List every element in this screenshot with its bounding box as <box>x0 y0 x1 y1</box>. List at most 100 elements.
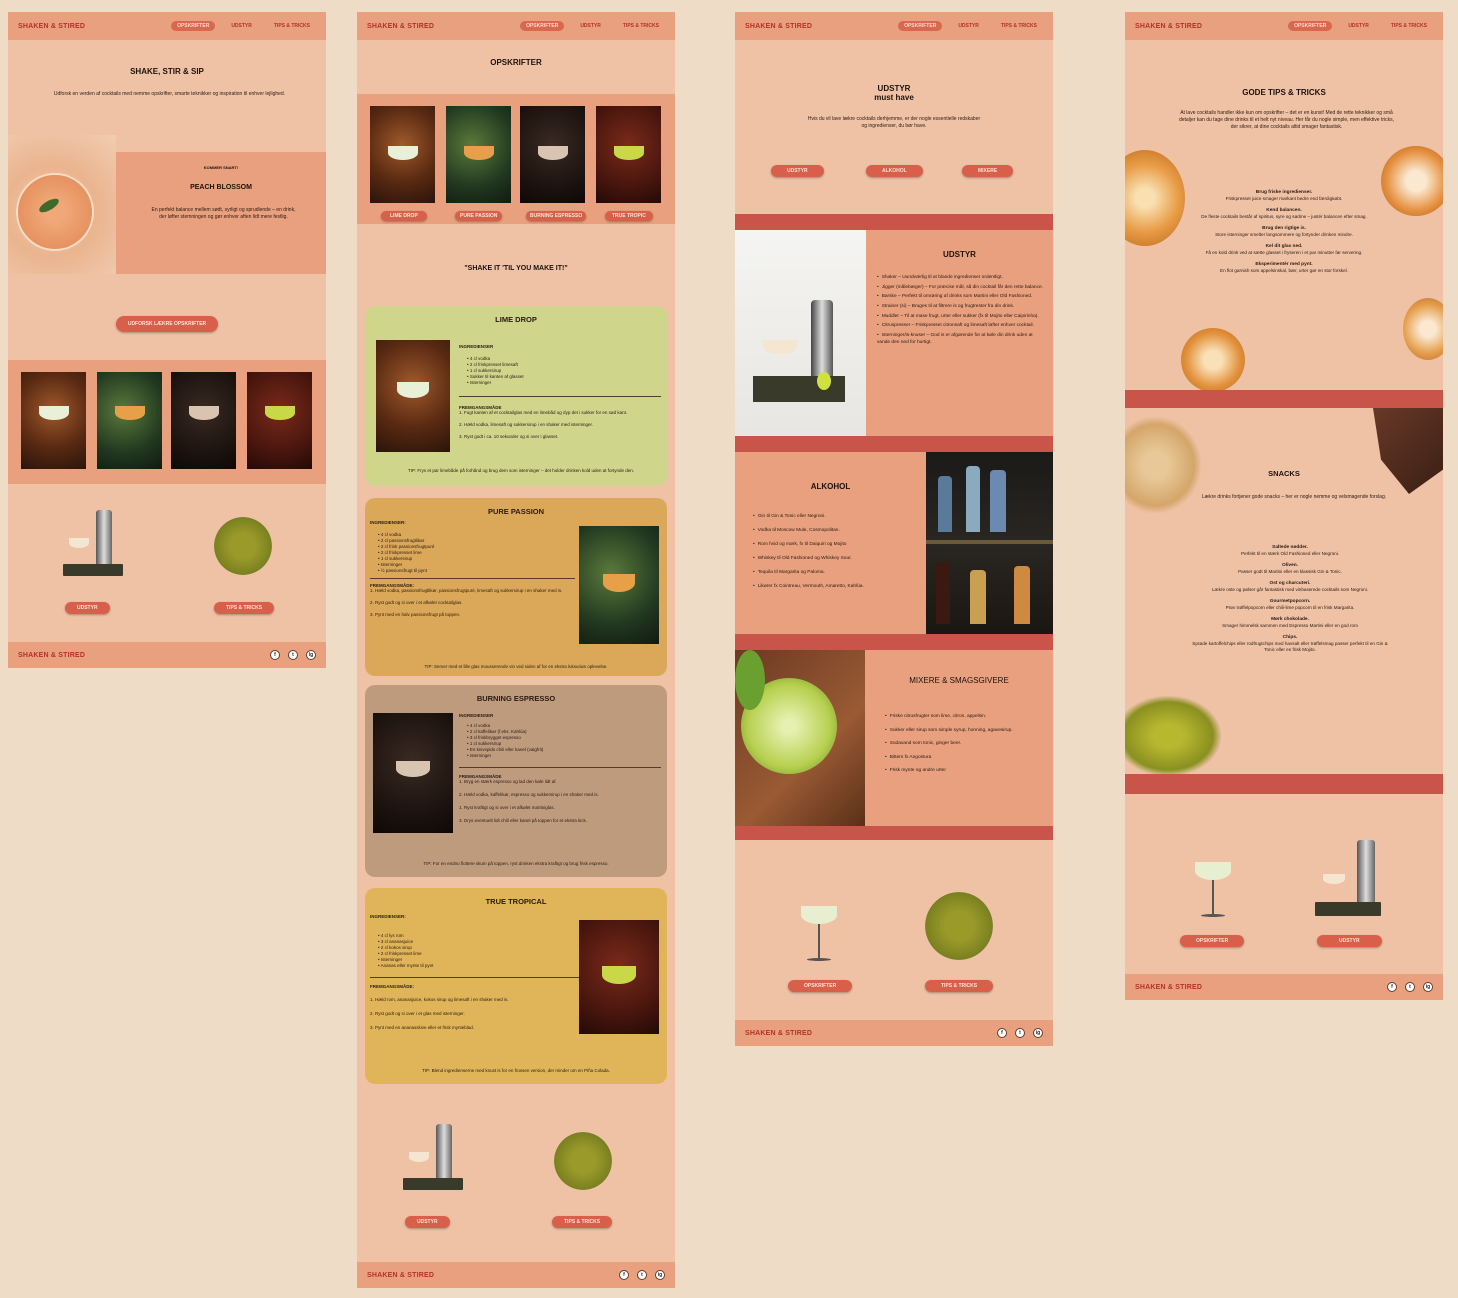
ingredients-list: • 4 cl lys rom • 3 cl ananasjuice • 2 cl… <box>378 933 580 969</box>
twitter-icon[interactable]: t <box>637 1270 647 1280</box>
nav-tips[interactable]: TIPS & TRICKS <box>1000 23 1037 29</box>
navbar: SHAKEN & STIRED OPSKRIFTER UDSTYR TIPS &… <box>357 12 675 40</box>
opskrifter-button[interactable]: OPSKRIFTER <box>788 980 853 992</box>
footer-brand[interactable]: SHAKEN & STIRED <box>1135 983 1203 991</box>
tip-text: Friskpresset juice smager markant bedre … <box>1225 196 1343 201</box>
twitter-icon[interactable]: t <box>288 650 298 660</box>
peach-panel: KOMMER SNART! PEACH BLOSSOM En perfekt b… <box>116 152 326 274</box>
thumb-burning-espresso[interactable] <box>520 106 585 203</box>
snack-heading: Oliven. <box>1282 563 1298 568</box>
step: 1. Hæld rom, ananasjuice, kokos sirup og… <box>370 997 509 1002</box>
navbar: SHAKEN & STIRED OPSKRIFTER UDSTYR TIPS &… <box>735 12 1053 40</box>
step: 2. Hæld vodka, limesaft og sukkersirup i… <box>459 422 594 427</box>
snacks-intro: Lækre drinks fortjener gode snacks – her… <box>1201 494 1387 500</box>
list-item: Friske citrusfrugter som lime, citron, a… <box>885 714 1043 721</box>
nav-udstyr[interactable]: UDSTYR <box>231 23 252 29</box>
tip-heading: Kel dit glas ned. <box>1265 244 1303 249</box>
nav-tips[interactable]: TIPS & TRICKS <box>273 23 310 29</box>
twitter-icon[interactable]: t <box>1015 1028 1025 1038</box>
facebook-icon[interactable]: f <box>997 1028 1007 1038</box>
tips-button[interactable]: TIPS & TRICKS <box>214 602 275 614</box>
ingredients-label: INGREDIENSER: <box>370 914 406 919</box>
facebook-icon[interactable]: f <box>270 650 280 660</box>
nav-opskrifter[interactable]: OPSKRIFTER <box>171 21 216 31</box>
cocktail-glass-image <box>797 900 841 966</box>
ingredient: • 2 cl friskpresset limesaft <box>467 362 518 367</box>
pure-passion-photo[interactable] <box>97 372 162 469</box>
lime-drop-button[interactable]: LIME DROP <box>381 211 427 221</box>
orange-slice-image <box>1403 298 1443 360</box>
nav-udstyr[interactable]: UDSTYR <box>580 23 601 29</box>
instagram-icon[interactable]: ig <box>655 1270 665 1280</box>
list-item: Muddler – Til at mase frugt, urter eller… <box>877 314 1043 321</box>
ingredients-list: • 4 cl vodka • 2 cl kaffelikør (f.eks. K… <box>467 723 661 759</box>
snack-text: Lækre oste og pølser går fantastisk med … <box>1211 587 1368 592</box>
true-tropic-photo[interactable] <box>247 372 312 469</box>
instagram-icon[interactable]: ig <box>1033 1028 1043 1038</box>
nav-udstyr[interactable]: UDSTYR <box>1348 23 1369 29</box>
footer-brand[interactable]: SHAKEN & STIRED <box>18 651 86 659</box>
thumb-pure-passion[interactable] <box>446 106 511 203</box>
snacks-title: SNACKS <box>1268 469 1300 478</box>
explore-recipes-button[interactable]: UDFORSK LÆKRE OPSKRIFTER <box>115 316 219 332</box>
step: 1. Bryg en stærk espresso og lad den køl… <box>459 779 557 784</box>
section-udstyr: UDSTYR Shaker – Uundværlig til at blande… <box>735 230 1053 436</box>
instagram-icon[interactable]: ig <box>1423 982 1433 992</box>
opskrifter-button[interactable]: OPSKRIFTER <box>1180 935 1245 947</box>
lime-drop-photo[interactable] <box>21 372 86 469</box>
tips-button[interactable]: TIPS & TRICKS <box>552 1216 613 1228</box>
nav-tips[interactable]: TIPS & TRICKS <box>1390 23 1427 29</box>
method-label: FREMGANGSMÅDE: <box>370 984 414 989</box>
thumb-true-tropic[interactable] <box>596 106 661 203</box>
facebook-icon[interactable]: f <box>619 1270 629 1280</box>
twitter-icon[interactable]: t <box>1405 982 1415 992</box>
footer-brand[interactable]: SHAKEN & STIRED <box>745 1029 813 1037</box>
nav-udstyr[interactable]: UDSTYR <box>958 23 979 29</box>
alkohol-image <box>926 452 1053 634</box>
tab-mixere[interactable]: MIXERE <box>962 165 1014 177</box>
brand-logo[interactable]: SHAKEN & STIRED <box>745 22 813 30</box>
nav-opskrifter[interactable]: OPSKRIFTER <box>520 21 565 31</box>
footer: SHAKEN & STIRED f t ig <box>1125 974 1443 1000</box>
pure-passion-button[interactable]: PURE PASSION <box>455 211 503 221</box>
divider <box>370 977 580 978</box>
udstyr-button[interactable]: UDSTYR <box>65 602 110 614</box>
udstyr-button[interactable]: UDSTYR <box>1317 935 1382 947</box>
nav-opskrifter[interactable]: OPSKRIFTER <box>898 21 943 31</box>
instagram-icon[interactable]: ig <box>306 650 316 660</box>
footer-brand[interactable]: SHAKEN & STIRED <box>367 1271 435 1279</box>
udstyr-button[interactable]: UDSTYR <box>405 1216 450 1228</box>
nav-opskrifter[interactable]: OPSKRIFTER <box>1288 21 1333 31</box>
alkohol-title: ALKOHOL <box>810 482 851 491</box>
pure-passion-image <box>579 526 659 644</box>
mixere-image <box>735 650 865 826</box>
snack-text: Smager himmelsk sammen med Espresso Mart… <box>1222 623 1358 628</box>
burning-espresso-photo[interactable] <box>171 372 236 469</box>
list-item: Whiskey til Old Fashioned og Whiskey Sou… <box>753 556 929 563</box>
burning-espresso-button[interactable]: BURNING ESPRESSO <box>526 211 587 221</box>
ingredients-list: • 4 cl vodka • 2 cl passionsfrugtlikør •… <box>378 532 575 574</box>
facebook-icon[interactable]: f <box>1387 982 1397 992</box>
tab-alkohol[interactable]: ALKOHOL <box>866 165 923 177</box>
ingredient: • 2 cl passionsfrugtlikør <box>378 538 425 543</box>
list-item: Rom hvid og mørk, fx til Daiquiri og Moj… <box>753 542 929 549</box>
tips-button[interactable]: TIPS & TRICKS <box>925 980 994 992</box>
ingredient: • 2 cl friskpresset lime <box>378 951 422 956</box>
tab-udstyr[interactable]: UDSTYR <box>771 165 824 177</box>
nav-tips[interactable]: TIPS & TRICKS <box>622 23 659 29</box>
ingredient: • 2 cl friskpresset lime <box>378 550 422 555</box>
olive-bowl-image <box>554 1132 612 1190</box>
snack-heading: Chips. <box>1282 635 1298 640</box>
brand-logo[interactable]: SHAKEN & STIRED <box>1135 22 1203 30</box>
snack-heading: Ost og charcuteri. <box>1269 581 1311 586</box>
navbar: SHAKEN & STIRED OPSKRIFTER UDSTYR TIPS &… <box>1125 12 1443 40</box>
ingredients-label: INGREDIENSER: <box>370 520 406 525</box>
thumb-lime-drop[interactable] <box>370 106 435 203</box>
list-item: Frisk mynte og andre urter <box>885 768 1043 775</box>
ingredient: • 1 cl sukkersirup <box>467 368 502 373</box>
brand-logo[interactable]: SHAKEN & STIRED <box>367 22 435 30</box>
navbar: SHAKEN & STIRED OPSKRIFTER UDSTYR TIPS &… <box>8 12 326 40</box>
true-tropic-button[interactable]: TRUE TROPIC <box>605 211 653 221</box>
brand-logo[interactable]: SHAKEN & STIRED <box>18 22 86 30</box>
tip-text: En flot garnish som appelsinskal, bær, u… <box>1220 268 1348 273</box>
